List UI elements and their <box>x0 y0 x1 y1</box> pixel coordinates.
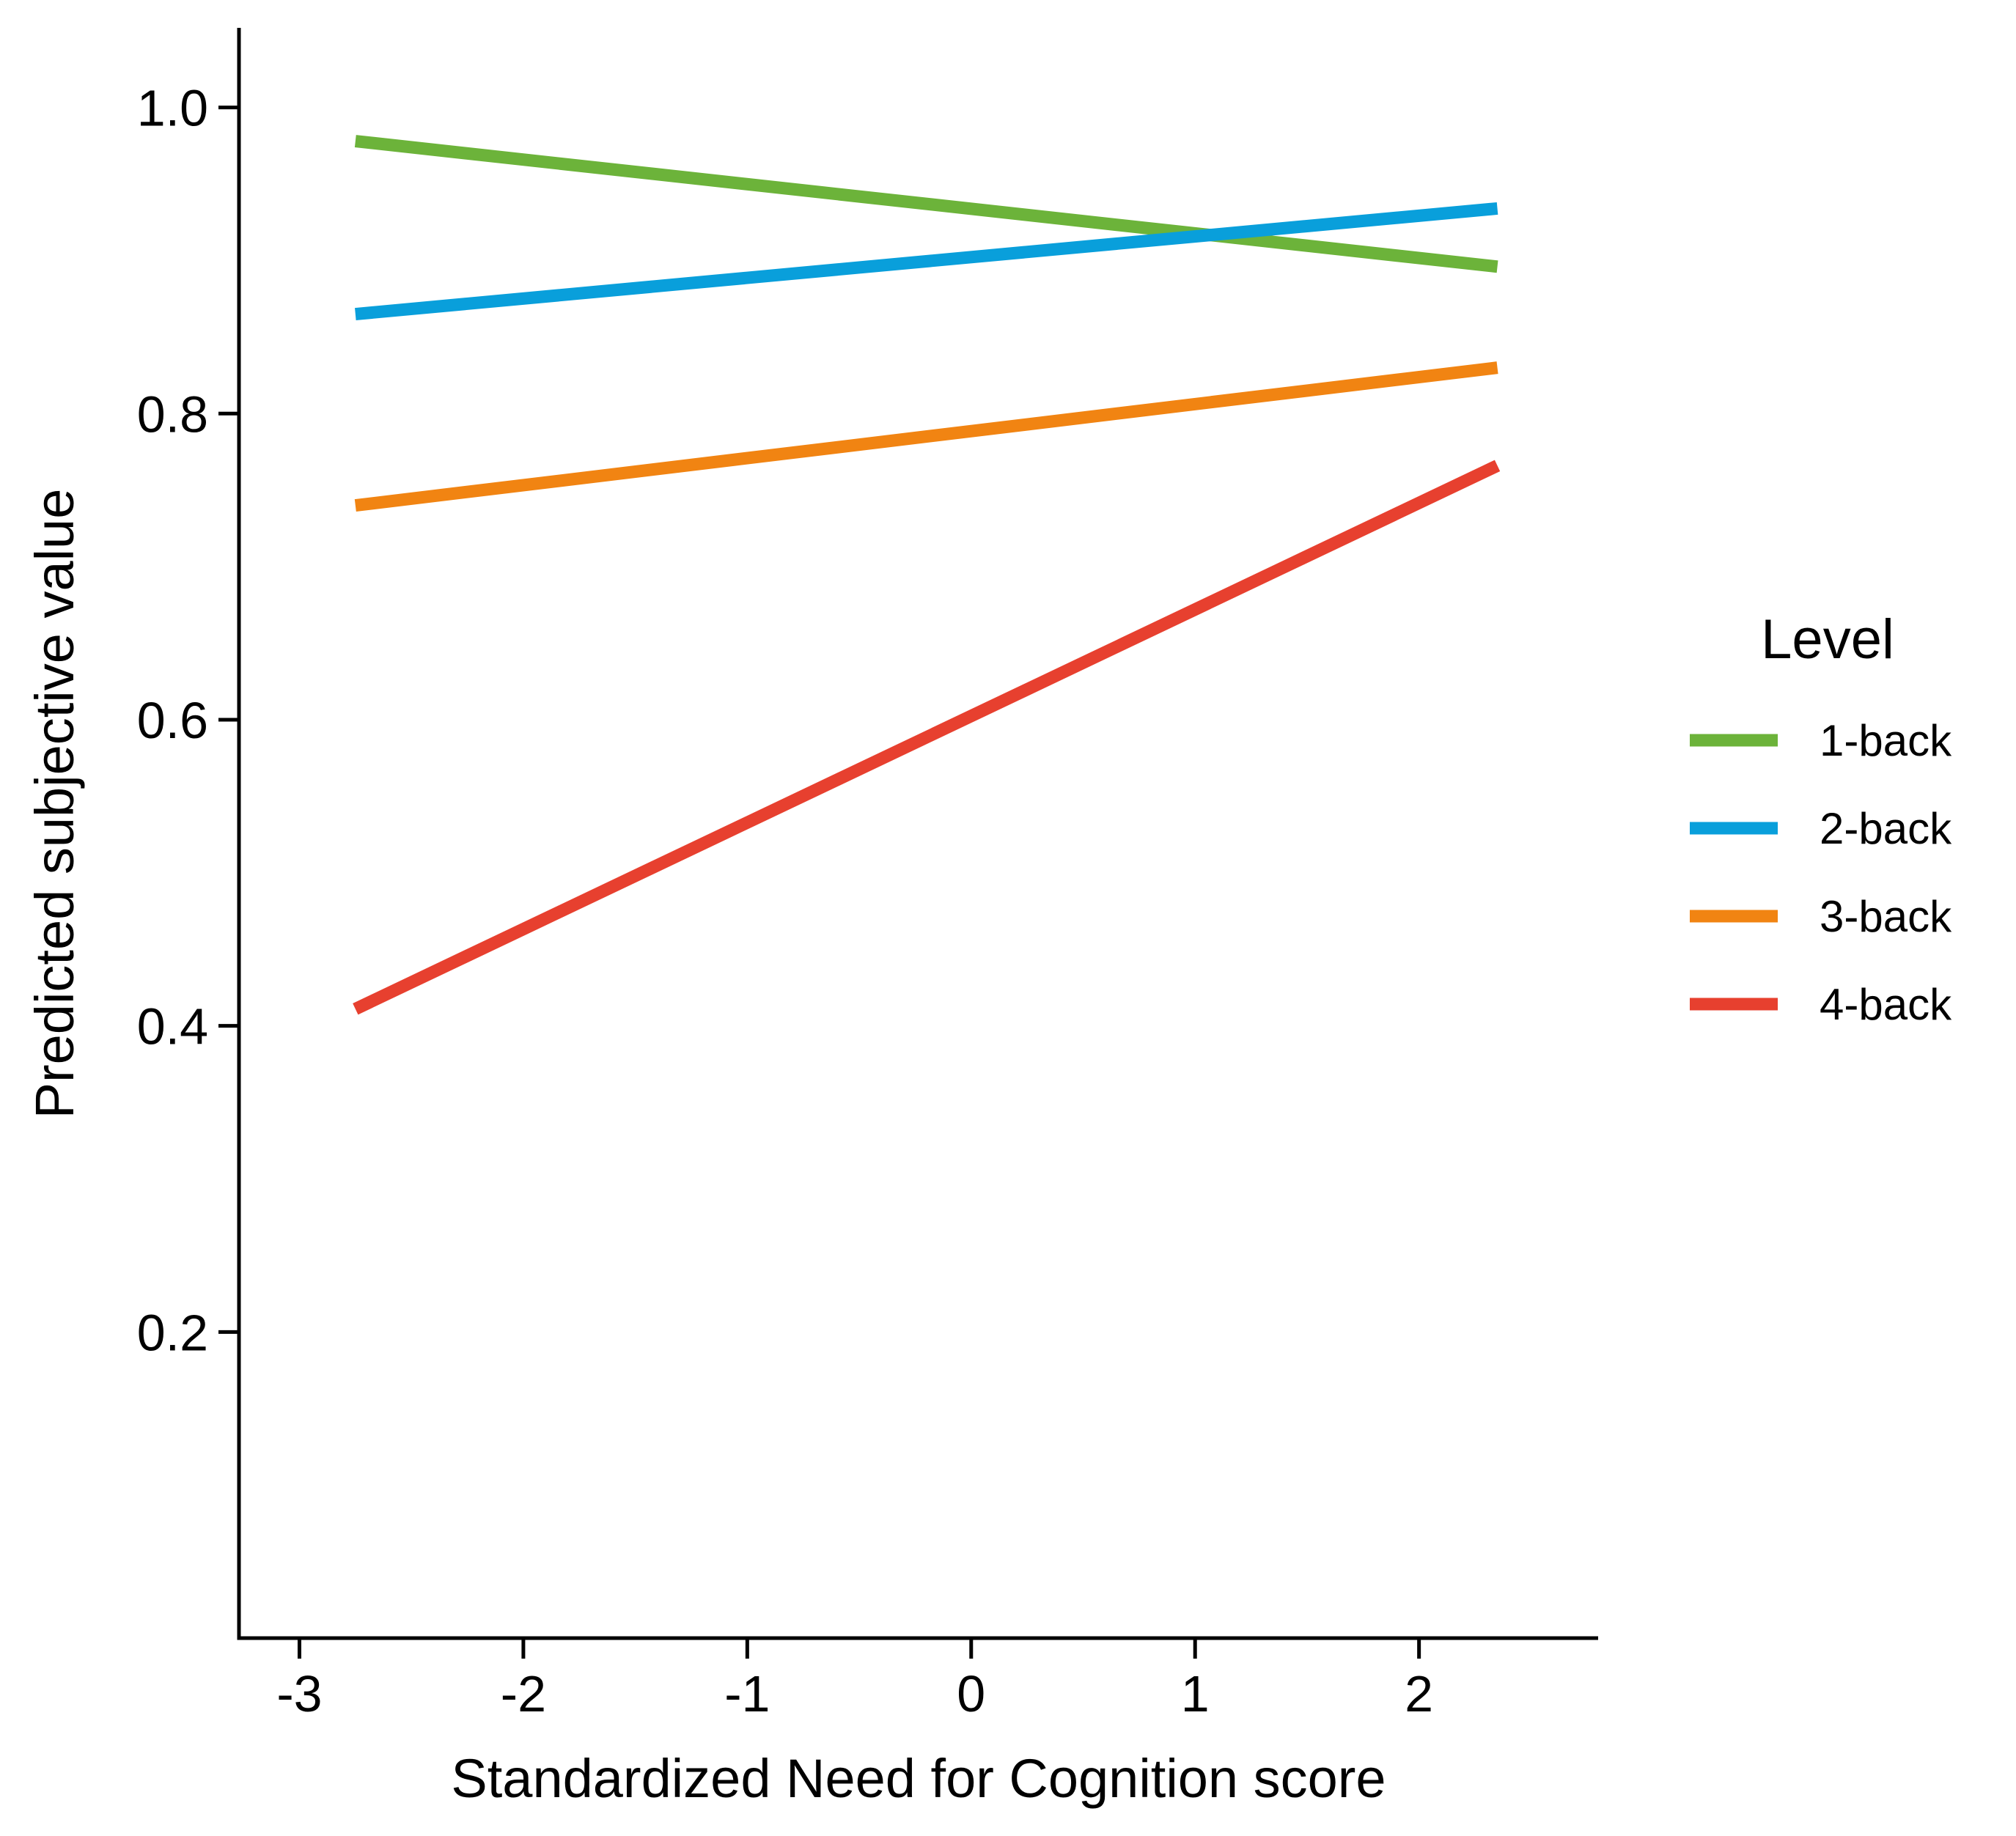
x-tick-label: 2 <box>1405 1665 1433 1722</box>
x-tick-label: 0 <box>957 1665 985 1722</box>
x-axis-title: Standardized Need for Cognition score <box>451 1748 1386 1809</box>
series-lines <box>353 135 1501 1015</box>
legend-label-2-back: 2-back <box>1820 804 1952 853</box>
series-line-2-back <box>355 202 1498 320</box>
legend-label-4-back: 4-back <box>1820 980 1952 1029</box>
y-tick-label: 0.8 <box>137 386 208 443</box>
y-tick-label: 0.6 <box>137 692 208 749</box>
legend-title: Level <box>1761 608 1894 671</box>
series-line-1-back <box>354 135 1498 273</box>
y-tick-label: 1.0 <box>137 80 208 137</box>
series-line-3-back <box>354 361 1498 512</box>
y-axis-title: Predicted subjective value <box>24 489 85 1119</box>
x-tick-label: -1 <box>724 1665 770 1722</box>
y-axis-ticks: 0.2 0.4 0.6 0.8 1.0 <box>137 80 239 1361</box>
legend-label-3-back: 3-back <box>1820 892 1952 941</box>
x-tick-label: 1 <box>1181 1665 1210 1722</box>
y-tick-label: 0.4 <box>137 998 208 1055</box>
x-axis-ticks: -3 -2 -1 0 1 2 <box>276 1638 1433 1722</box>
x-tick-label: -3 <box>276 1665 322 1722</box>
legend-label-1-back: 1-back <box>1820 716 1952 765</box>
x-tick-label: -2 <box>501 1665 546 1722</box>
axes: 0.2 0.4 0.6 0.8 1.0 -3 -2 -1 0 1 2 <box>137 28 1598 1722</box>
series-line-4-back <box>353 460 1501 1015</box>
legend: Level 1-back 2-back 3-back 4-back <box>1690 608 1952 1029</box>
y-tick-label: 0.2 <box>137 1304 208 1361</box>
legend-items: 1-back 2-back 3-back 4-back <box>1690 716 1952 1029</box>
